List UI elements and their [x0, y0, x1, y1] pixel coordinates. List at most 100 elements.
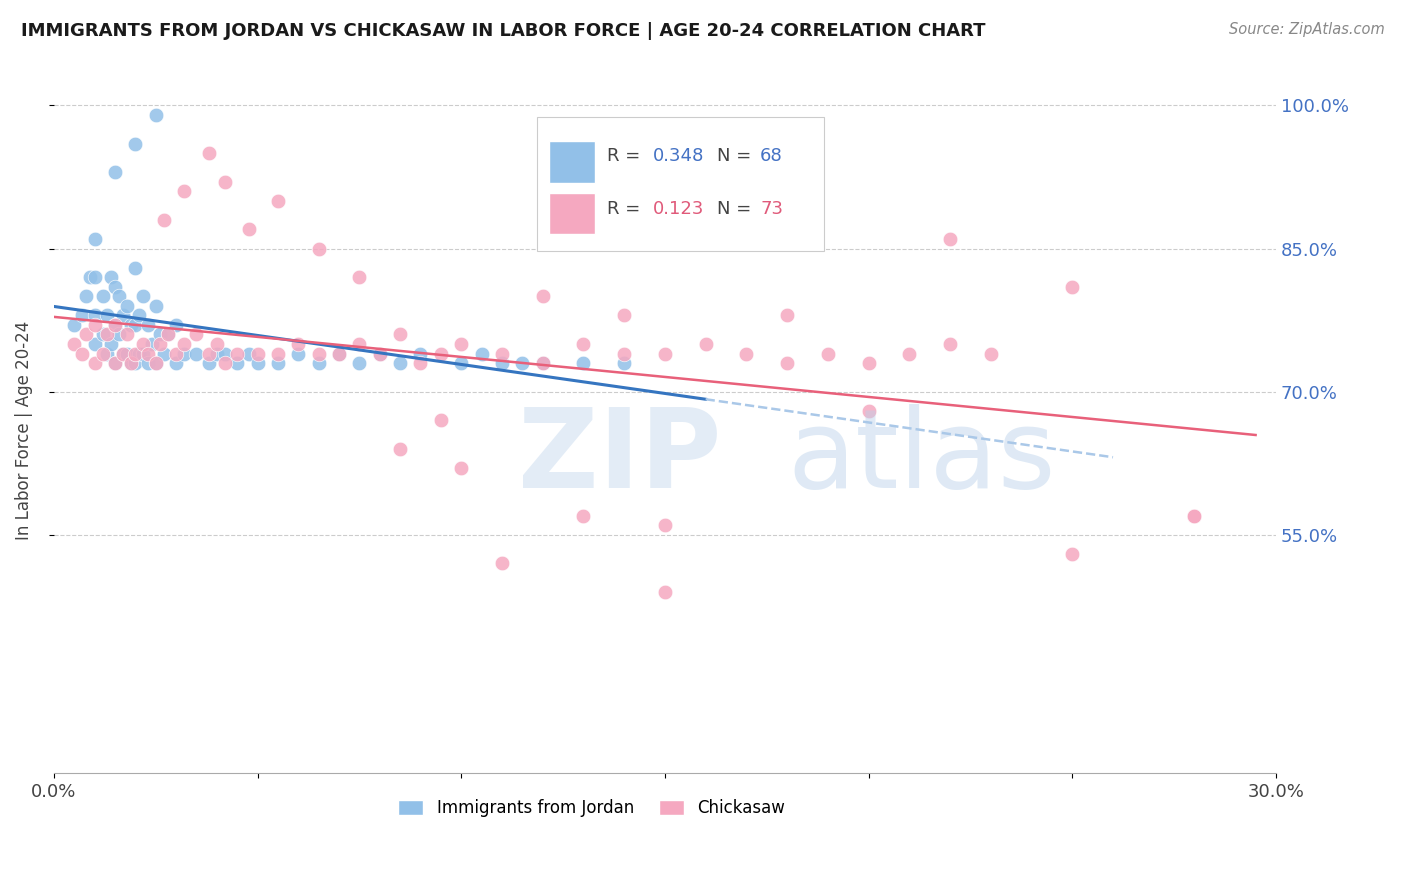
Point — [96, 309, 118, 323]
Point — [120, 318, 142, 332]
Point — [83, 356, 105, 370]
Point — [197, 146, 219, 161]
Point — [83, 318, 105, 332]
Point — [491, 557, 513, 571]
Point — [430, 346, 453, 360]
Text: atlas: atlas — [787, 404, 1056, 511]
Point — [613, 309, 636, 323]
Point — [100, 270, 122, 285]
Point — [531, 356, 554, 370]
Point — [156, 327, 179, 342]
Point — [186, 346, 208, 360]
Point — [173, 337, 195, 351]
Point — [112, 346, 135, 360]
FancyBboxPatch shape — [537, 117, 824, 252]
Point — [186, 327, 208, 342]
Point — [214, 175, 236, 189]
Text: N =: N = — [717, 200, 752, 218]
Point — [83, 337, 105, 351]
Point — [572, 356, 595, 370]
Point — [83, 232, 105, 246]
Point — [898, 346, 921, 360]
Point — [1184, 508, 1206, 523]
Point — [328, 346, 350, 360]
Point — [104, 356, 127, 370]
Point — [63, 337, 86, 351]
Point — [214, 356, 236, 370]
Point — [165, 318, 187, 332]
Point — [197, 356, 219, 370]
Text: R =: R = — [607, 147, 641, 165]
Point — [368, 346, 391, 360]
Point — [149, 327, 172, 342]
Text: Source: ZipAtlas.com: Source: ZipAtlas.com — [1229, 22, 1385, 37]
Point — [173, 184, 195, 198]
Point — [91, 289, 114, 303]
Point — [124, 346, 146, 360]
Point — [205, 337, 228, 351]
Point — [83, 309, 105, 323]
Point — [96, 346, 118, 360]
Text: 0.348: 0.348 — [652, 147, 704, 165]
Point — [145, 356, 167, 370]
Point — [63, 318, 86, 332]
Point — [197, 346, 219, 360]
Point — [108, 327, 131, 342]
Y-axis label: In Labor Force | Age 20-24: In Labor Force | Age 20-24 — [15, 320, 32, 540]
Point — [1062, 279, 1084, 293]
Point — [491, 346, 513, 360]
Point — [238, 346, 260, 360]
Point — [695, 337, 717, 351]
Point — [128, 346, 150, 360]
Point — [124, 260, 146, 275]
Point — [165, 346, 187, 360]
Point — [939, 337, 962, 351]
Point — [75, 289, 97, 303]
Point — [91, 327, 114, 342]
Point — [153, 346, 176, 360]
Text: IMMIGRANTS FROM JORDAN VS CHICKASAW IN LABOR FORCE | AGE 20-24 CORRELATION CHART: IMMIGRANTS FROM JORDAN VS CHICKASAW IN L… — [21, 22, 986, 40]
Point — [389, 442, 412, 456]
Point — [776, 356, 799, 370]
Text: ZIP: ZIP — [519, 404, 721, 511]
Point — [939, 232, 962, 246]
Point — [145, 356, 167, 370]
Point — [226, 346, 249, 360]
Point — [1062, 547, 1084, 561]
Point — [531, 289, 554, 303]
Point — [104, 279, 127, 293]
Point — [128, 309, 150, 323]
Legend: Immigrants from Jordan, Chickasaw: Immigrants from Jordan, Chickasaw — [391, 792, 792, 823]
Point — [735, 346, 758, 360]
Point — [572, 337, 595, 351]
Bar — [548, 141, 595, 183]
Text: 0.123: 0.123 — [652, 200, 704, 218]
Point — [91, 346, 114, 360]
Point — [149, 337, 172, 351]
Point — [287, 337, 309, 351]
Point — [654, 518, 676, 533]
Point — [308, 346, 330, 360]
Point — [349, 356, 371, 370]
Point — [124, 136, 146, 151]
Point — [368, 346, 391, 360]
Point — [104, 356, 127, 370]
Point — [654, 585, 676, 599]
Point — [120, 356, 142, 370]
Point — [246, 356, 269, 370]
Point — [132, 346, 155, 360]
Point — [328, 346, 350, 360]
Point — [132, 289, 155, 303]
Point — [349, 337, 371, 351]
Point — [153, 213, 176, 227]
Point — [115, 327, 138, 342]
Point — [980, 346, 1002, 360]
Point — [115, 299, 138, 313]
Point — [389, 356, 412, 370]
Point — [136, 318, 159, 332]
Text: 68: 68 — [761, 147, 783, 165]
Point — [246, 346, 269, 360]
Text: 73: 73 — [761, 200, 783, 218]
Point — [96, 327, 118, 342]
Point — [173, 346, 195, 360]
